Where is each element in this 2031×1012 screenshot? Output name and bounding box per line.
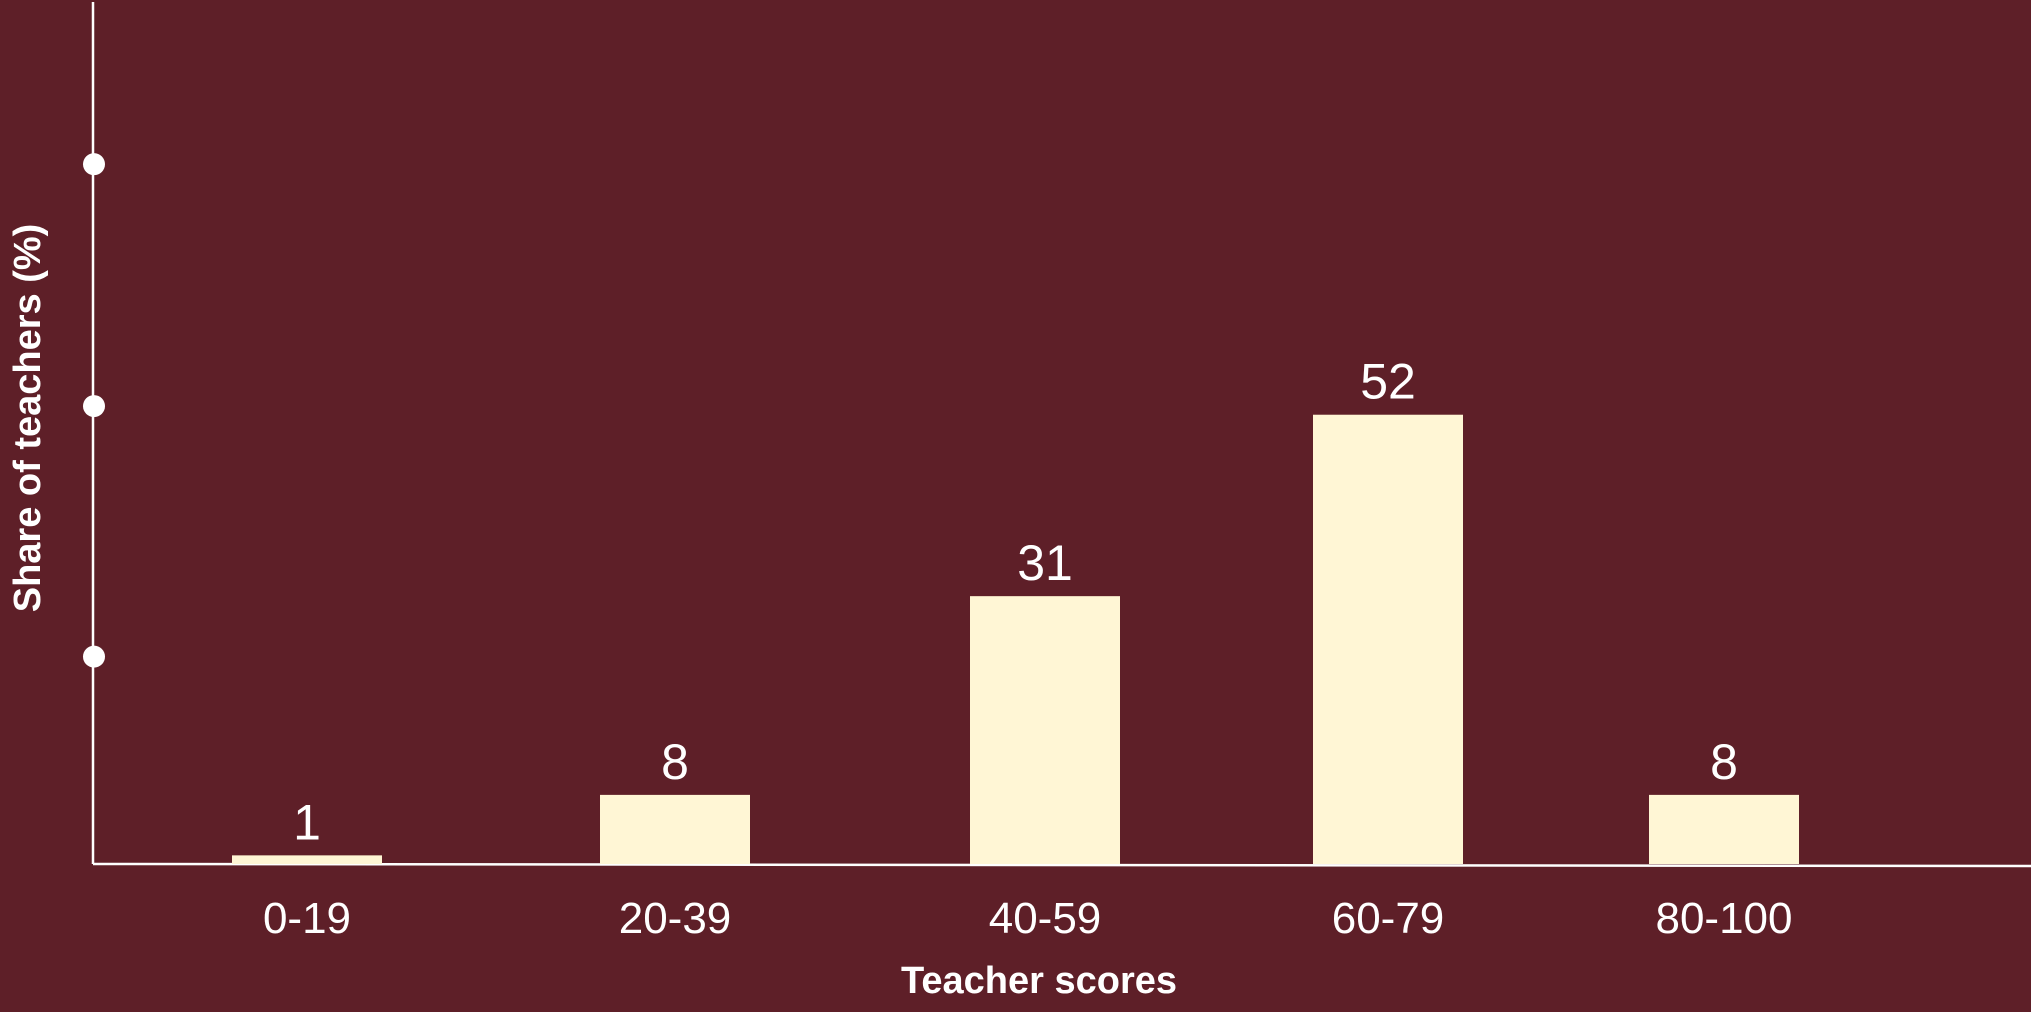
- bar-80-100: [1649, 794, 1799, 864]
- y-tick-dot-0: [83, 645, 105, 668]
- bars: [232, 414, 1799, 864]
- x-tick-labels: 0-19 20-39 40-59 60-79 80-100: [263, 894, 1793, 943]
- x-tick-label-60-79: 60-79: [1332, 894, 1445, 943]
- bar-0-19: [232, 855, 382, 864]
- data-label-60-79: 52: [1360, 354, 1416, 410]
- x-tick-label-40-59: 40-59: [989, 894, 1102, 943]
- data-label-80-100: 8: [1710, 734, 1738, 790]
- x-axis-title: Teacher scores: [901, 960, 1177, 1002]
- x-tick-label-20-39: 20-39: [619, 894, 732, 943]
- data-label-0-19: 1: [293, 794, 321, 850]
- bar-40-59: [970, 596, 1120, 864]
- y-tick-dot-2: [83, 153, 105, 176]
- bar-60-79: [1313, 414, 1463, 864]
- axes: [83, 2, 2031, 868]
- x-tick-label-0-19: 0-19: [263, 894, 351, 943]
- x-tick-label-80-100: 80-100: [1655, 894, 1792, 943]
- data-label-40-59: 31: [1017, 535, 1073, 591]
- x-axis-line: [92, 862, 2031, 868]
- y-axis-ticks: [83, 153, 105, 668]
- y-tick-dot-1: [83, 395, 105, 418]
- data-labels: 1 8 31 52 8: [293, 354, 1738, 851]
- y-axis-title: Share of teachers (%): [7, 224, 49, 613]
- bar-20-39: [600, 794, 750, 864]
- data-label-20-39: 8: [661, 734, 689, 790]
